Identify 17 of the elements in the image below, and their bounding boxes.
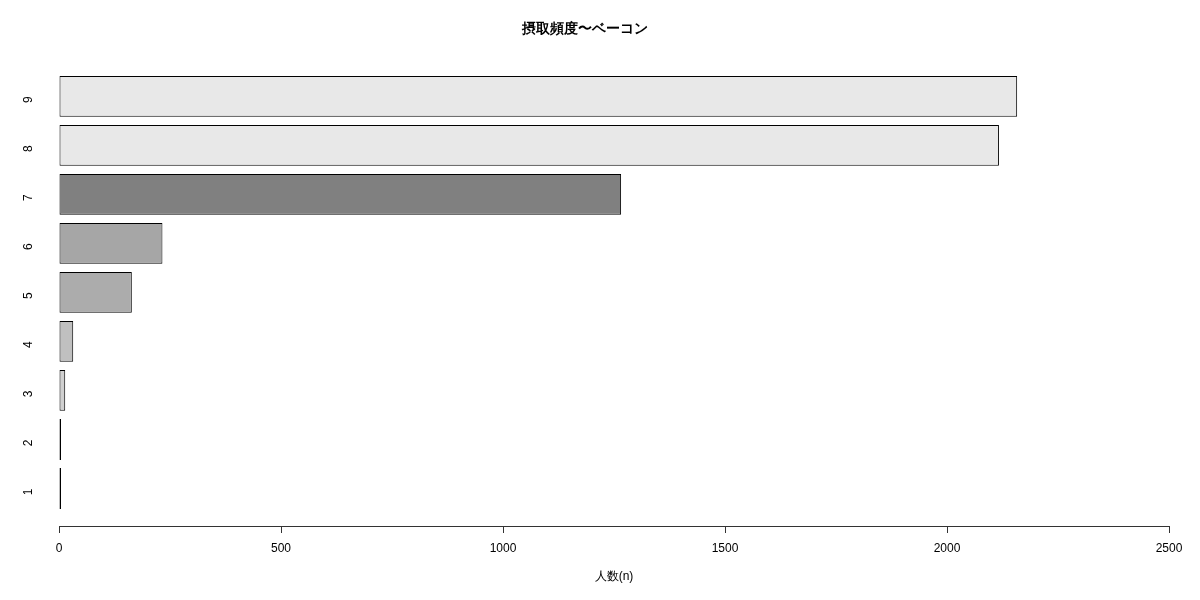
y-tick-label: 2 (21, 439, 36, 447)
y-tick-label: 5 (21, 292, 36, 300)
chart-title: 摂取頻度〜ベーコン (520, 20, 648, 37)
x-tick-label: 0 (55, 540, 63, 555)
x-tick-label: 2500 (1155, 540, 1183, 555)
y-tick-label: 7 (21, 194, 36, 202)
y-tick-label: 9 (21, 96, 36, 103)
y-tick-label: 1 (21, 488, 36, 496)
x-axis-title: 人数(n) (594, 569, 634, 584)
y-tick-label: 8 (21, 145, 36, 153)
x-tick-label: 1500 (711, 540, 739, 555)
y-tick-label: 4 (21, 341, 36, 349)
x-tick-label: 2000 (933, 540, 961, 555)
y-tick-label: 3 (21, 390, 36, 398)
x-tick-label: 1000 (489, 540, 517, 555)
y-tick-label: 6 (21, 243, 36, 251)
x-tick-label: 500 (270, 540, 292, 555)
